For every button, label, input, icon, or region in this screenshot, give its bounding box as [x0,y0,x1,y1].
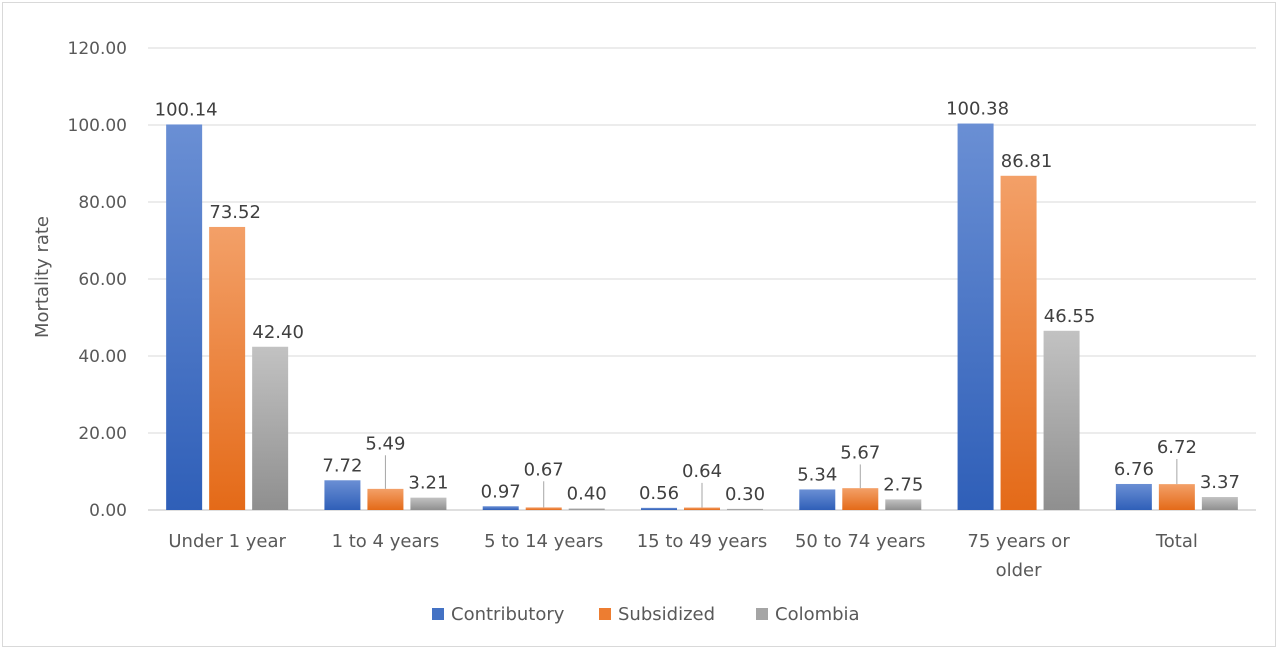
legend-label: Colombia [775,604,860,625]
bar-subsidized [1158,484,1195,510]
data-label: 73.52 [209,202,261,223]
bar-subsidized [209,226,246,510]
bar-subsidized [1000,175,1037,510]
data-label: 3.37 [1200,472,1240,493]
data-label: 7.72 [322,455,362,476]
x-tick-label: Total [1155,531,1198,552]
data-label: 5.49 [365,433,405,454]
bar-colombia [410,497,447,510]
y-axis-label: Mortality rate [32,216,53,338]
legend-swatch-subsidized [599,608,611,620]
bar-subsidized [684,507,720,510]
bars [166,123,1238,511]
x-tick-label: 75 years or [967,531,1070,552]
data-label: 0.97 [481,481,521,502]
y-tick-label: 100.00 [68,116,127,136]
bar-contributory [641,507,677,510]
x-tick-label: 50 to 74 years [795,531,926,552]
bar-colombia [252,346,289,510]
bar-subsidized [842,488,879,510]
x-axis-categories: Under 1 year 1 to 4 years 5 to 14 years 15 … [168,531,1198,581]
legend: Contributory Subsidized Colombia [432,604,860,625]
legend-label: Contributory [451,604,565,625]
bar-colombia [885,499,922,510]
bar-contributory [482,506,519,510]
data-label: 0.40 [567,483,607,504]
bar-subsidized [367,488,404,510]
data-label: 0.67 [524,459,564,480]
data-label: 0.56 [639,483,679,504]
data-label: 6.76 [1114,459,1154,480]
data-label: 46.55 [1044,306,1096,327]
bar-subsidized [525,507,562,510]
data-label: 100.38 [946,99,1009,120]
data-label: 0.30 [725,484,765,505]
bar-contributory [1115,483,1152,510]
y-tick-label: 0.00 [89,501,127,521]
y-tick-label: 20.00 [78,424,127,444]
bar-contributory [324,480,361,510]
data-label: 3.21 [408,473,448,494]
bar-colombia [568,508,605,510]
bar-contributory [799,489,836,510]
y-tick-label: 60.00 [78,270,127,290]
y-axis-ticks: 0.00 20.00 40.00 60.00 80.00 100.00 120.00 [68,39,127,521]
y-tick-label: 40.00 [78,347,127,367]
y-tick-label: 120.00 [68,39,127,59]
bar-colombia [1201,497,1238,510]
data-label: 2.75 [883,474,923,495]
data-label: 6.72 [1157,437,1197,458]
data-label: 100.14 [155,99,218,120]
x-tick-label: 5 to 14 years [484,531,603,552]
gridlines [148,47,1256,511]
legend-swatch-colombia [756,608,768,620]
data-label: 5.67 [840,442,880,463]
leader-lines [384,455,1178,508]
data-label: 5.34 [797,464,837,485]
y-tick-label: 80.00 [78,193,127,213]
data-labels: 100.14 73.52 42.40 7.725.493.21 0.970.670.40… [155,99,1240,505]
x-tick-label: 15 to 49 years [637,531,768,552]
bar-contributory [957,123,994,511]
data-label: 42.40 [252,322,304,343]
x-tick-label: Under 1 year [168,531,286,552]
x-tick-label: 1 to 4 years [332,531,440,552]
bar-colombia [1043,330,1080,510]
legend-swatch-contributory [432,608,444,620]
bar-colombia [727,508,763,510]
data-label: 86.81 [1001,151,1053,172]
legend-label: Subsidized [618,604,715,625]
x-tick-label: older [996,560,1043,581]
bar-contributory [166,124,203,510]
data-label: 0.64 [682,461,722,482]
